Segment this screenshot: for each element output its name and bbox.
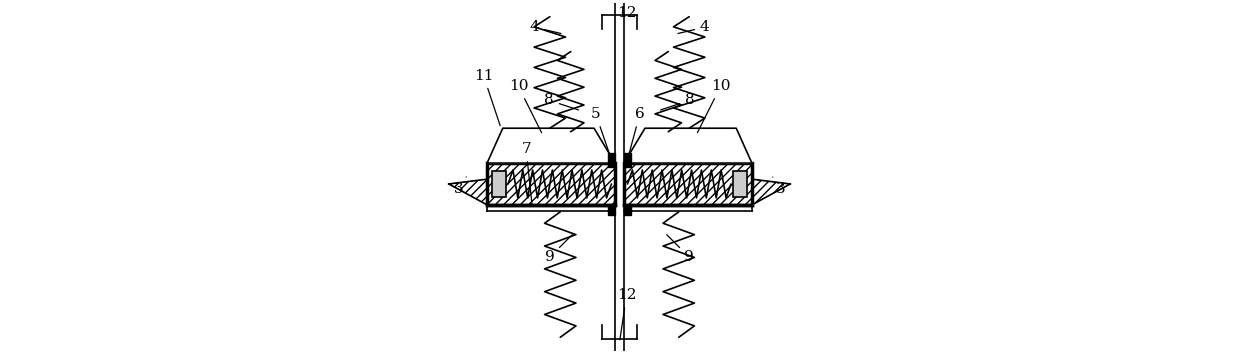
Polygon shape — [624, 163, 790, 205]
Bar — [492, 171, 507, 196]
Text: 3: 3 — [453, 177, 466, 196]
Text: 12: 12 — [617, 6, 636, 20]
Polygon shape — [449, 163, 615, 205]
Text: 9: 9 — [545, 235, 572, 264]
Text: 4: 4 — [529, 20, 561, 34]
Bar — [608, 153, 615, 166]
Text: 7: 7 — [522, 142, 532, 206]
Text: 5: 5 — [591, 107, 611, 157]
Bar — [608, 205, 615, 215]
Text: 4: 4 — [678, 20, 710, 34]
Text: 3: 3 — [773, 177, 786, 196]
Text: 8: 8 — [544, 93, 579, 110]
Bar — [624, 163, 752, 205]
Polygon shape — [624, 128, 752, 163]
Bar — [487, 163, 615, 205]
Text: 11: 11 — [473, 69, 501, 126]
Bar — [624, 205, 631, 215]
Text: 6: 6 — [628, 107, 644, 157]
Text: 12: 12 — [617, 289, 636, 340]
Bar — [732, 171, 747, 196]
Text: 8: 8 — [660, 93, 695, 110]
Text: 10: 10 — [698, 79, 730, 133]
Bar — [487, 163, 615, 205]
Bar — [624, 153, 631, 166]
Text: 9: 9 — [667, 235, 694, 264]
Text: 10: 10 — [509, 79, 541, 133]
Bar — [624, 163, 752, 205]
Polygon shape — [487, 128, 615, 163]
